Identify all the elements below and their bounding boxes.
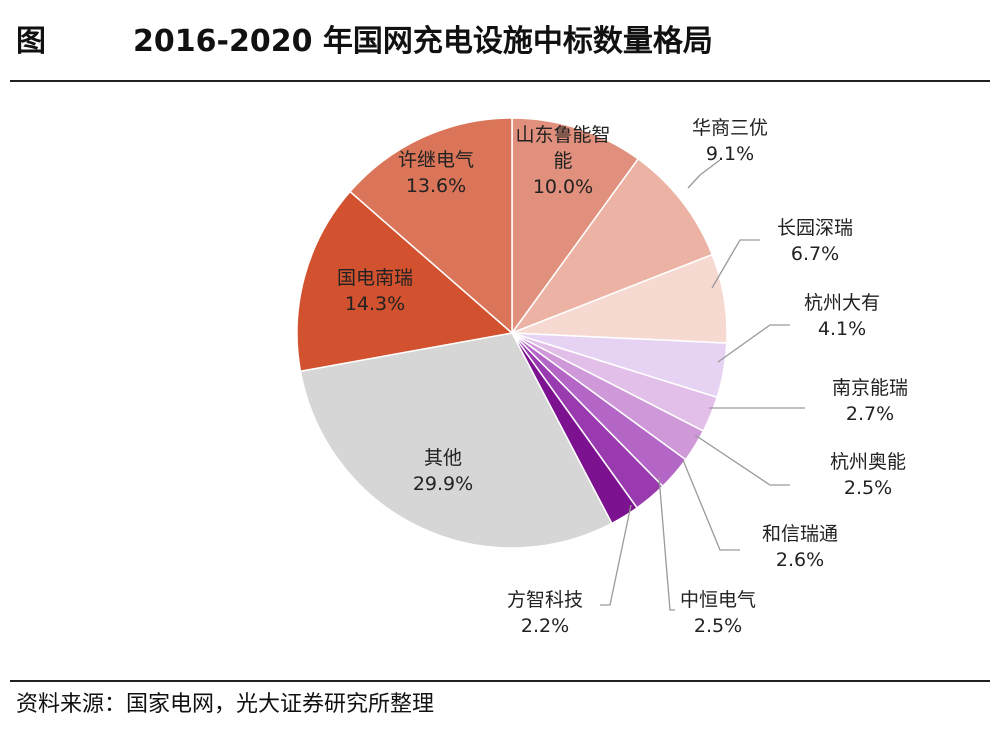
slice-value-label: 9.1% <box>706 143 754 165</box>
source-note: 资料来源：国家电网，光大证券研究所整理 <box>16 692 435 717</box>
leader-line <box>600 504 632 606</box>
slice-name-label: 华商三优 <box>692 117 768 139</box>
top-divider <box>10 80 990 82</box>
pie-slice <box>296 190 514 373</box>
slice-value-label: 4.1% <box>818 318 866 340</box>
slice-value-label: 2.2% <box>521 615 569 637</box>
slice-value-label: 2.7% <box>846 403 894 425</box>
slice-value-label: 10.0% <box>533 176 593 198</box>
slice-value-label: 13.6% <box>406 175 466 197</box>
leader-line <box>682 459 740 551</box>
slice-name-label: 杭州奥能 <box>830 451 906 473</box>
leader-line <box>687 159 721 189</box>
pie-slice <box>509 157 714 335</box>
leader-line <box>658 476 675 611</box>
slice-name-label: 能 <box>553 150 572 172</box>
slice-value-label: 14.3% <box>345 293 405 315</box>
slice-name-label: 其他 <box>424 447 462 469</box>
chart-title: 2016-2020 年国网充电设施中标数量格局 <box>133 24 713 59</box>
slice-name-label: 山东鲁能智 <box>515 124 610 146</box>
slice-name-label: 许继电气 <box>398 149 474 171</box>
pie-slice <box>349 117 513 335</box>
leader-line <box>717 324 790 363</box>
slice-name-label: 杭州大有 <box>804 292 880 314</box>
slice-name-label: 和信瑞通 <box>762 523 838 545</box>
slice-value-label: 29.9% <box>413 473 473 495</box>
slice-value-label: 6.7% <box>791 243 839 265</box>
slice-name-label: 方智科技 <box>507 589 583 611</box>
slice-value-label: 2.5% <box>844 477 892 499</box>
slice-name-label: 国电南瑞 <box>337 267 413 289</box>
pie-slice <box>511 117 640 336</box>
slice-name-label: 南京能瑞 <box>832 377 908 399</box>
figure-label: 图 <box>16 24 46 59</box>
slice-value-label: 2.5% <box>694 615 742 637</box>
slice-name-label: 长园深瑞 <box>777 217 853 239</box>
slice-value-label: 2.6% <box>776 549 824 571</box>
bottom-divider <box>10 680 990 682</box>
leader-line <box>694 434 790 486</box>
leader-line <box>711 239 760 289</box>
slice-name-label: 中恒电气 <box>680 589 756 611</box>
pie-slice <box>299 332 613 549</box>
